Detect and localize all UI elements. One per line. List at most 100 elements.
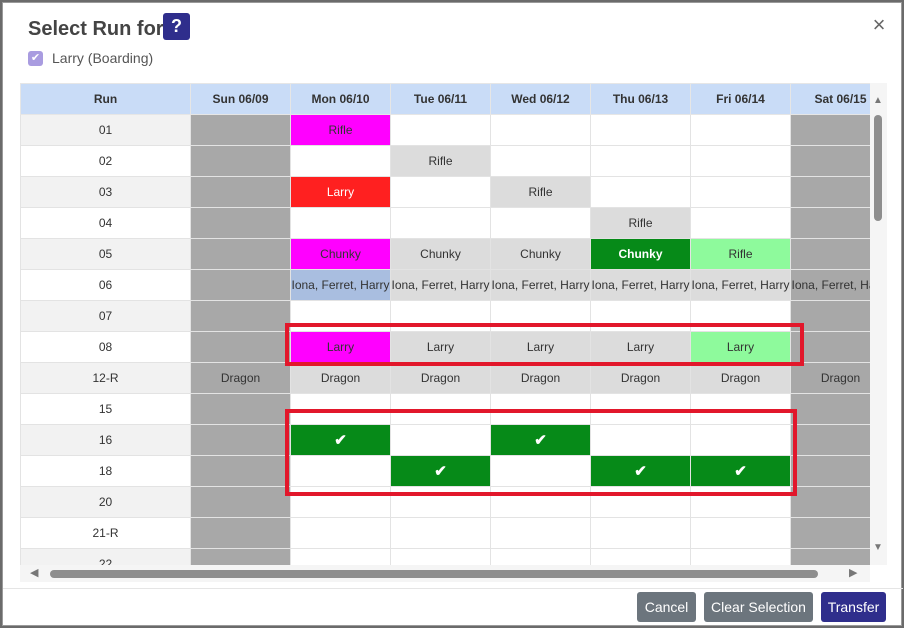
pet-checkbox[interactable]: ✔ — [28, 50, 43, 66]
run-cell[interactable] — [490, 517, 591, 549]
run-cell[interactable] — [590, 300, 691, 332]
run-cell[interactable] — [690, 300, 791, 332]
cancel-button[interactable]: Cancel — [637, 592, 696, 622]
scroll-left-icon[interactable]: ◀ — [30, 567, 39, 579]
run-cell[interactable] — [690, 207, 791, 239]
run-cell[interactable]: Iona, Ferret, Harry — [590, 269, 691, 301]
selected-cell[interactable]: ✔ — [290, 424, 391, 456]
run-cell[interactable] — [290, 548, 391, 565]
run-cell[interactable]: Dragon — [690, 362, 791, 394]
run-cell[interactable]: Larry — [590, 331, 691, 363]
scroll-up-icon[interactable]: ▲ — [873, 95, 883, 106]
run-cell[interactable] — [290, 300, 391, 332]
run-cell[interactable] — [690, 145, 791, 177]
run-cell[interactable]: Rifle — [290, 114, 391, 146]
run-cell[interactable] — [290, 393, 391, 425]
run-cell[interactable]: Chunky — [490, 238, 591, 270]
run-cell[interactable]: Larry — [690, 331, 791, 363]
run-cell[interactable] — [590, 114, 691, 146]
run-cell[interactable] — [290, 486, 391, 518]
run-cell[interactable]: Rifle — [590, 207, 691, 239]
clear-selection-button[interactable]: Clear Selection — [704, 592, 813, 622]
vertical-scroll-thumb[interactable] — [874, 115, 882, 221]
selected-cell[interactable]: ✔ — [390, 455, 491, 487]
cell-label: Rifle — [728, 247, 753, 261]
horizontal-scrollbar[interactable]: ◀ ▶ — [20, 565, 870, 582]
run-cell[interactable] — [390, 393, 491, 425]
run-cell[interactable] — [490, 455, 591, 487]
weekend-cell — [790, 176, 870, 208]
run-cell[interactable] — [590, 145, 691, 177]
cell-label: Rifle — [628, 216, 653, 230]
run-cell[interactable] — [490, 300, 591, 332]
run-cell[interactable] — [490, 393, 591, 425]
scroll-right-icon[interactable]: ▶ — [849, 567, 858, 579]
transfer-button[interactable]: Transfer — [821, 592, 886, 622]
run-cell[interactable]: Rifle — [490, 176, 591, 208]
run-cell[interactable] — [390, 176, 491, 208]
run-cell[interactable] — [690, 548, 791, 565]
run-cell[interactable] — [290, 207, 391, 239]
run-cell[interactable]: Iona, Ferret, Harry — [490, 269, 591, 301]
grid-body: 01 Rifle 02 Rifle 03 Larry Rifle 04 Rifle 05 Chunk… — [20, 114, 870, 565]
cell-label: Dragon — [420, 371, 461, 385]
scroll-down-icon[interactable]: ▼ — [873, 542, 883, 553]
run-cell[interactable] — [490, 548, 591, 565]
run-cell[interactable] — [390, 548, 491, 565]
run-cell[interactable] — [490, 207, 591, 239]
run-cell[interactable] — [590, 393, 691, 425]
run-cell[interactable]: Larry — [390, 331, 491, 363]
run-cell[interactable] — [390, 114, 491, 146]
run-cell[interactable]: Dragon — [290, 362, 391, 394]
run-label: 16 — [20, 424, 191, 456]
run-cell[interactable] — [590, 176, 691, 208]
selected-cell[interactable]: ✔ — [690, 455, 791, 487]
run-cell[interactable] — [290, 145, 391, 177]
run-cell[interactable] — [690, 486, 791, 518]
run-cell[interactable]: Chunky — [290, 238, 391, 270]
run-cell[interactable] — [490, 114, 591, 146]
run-cell[interactable]: Iona, Ferret, Harry — [290, 269, 391, 301]
run-cell[interactable]: Dragon — [390, 362, 491, 394]
run-cell[interactable]: Chunky — [590, 238, 691, 270]
run-cell[interactable]: Dragon — [590, 362, 691, 394]
run-cell[interactable] — [390, 207, 491, 239]
weekend-cell — [190, 114, 291, 146]
close-button[interactable]: × — [872, 12, 886, 37]
help-button[interactable]: ? — [163, 13, 190, 40]
run-cell[interactable]: Larry — [490, 331, 591, 363]
run-cell[interactable] — [590, 548, 691, 565]
run-label: 21-R — [20, 517, 191, 549]
run-cell[interactable] — [590, 486, 691, 518]
run-cell[interactable] — [290, 517, 391, 549]
run-cell[interactable]: Larry — [290, 331, 391, 363]
run-label: 15 — [20, 393, 191, 425]
run-cell[interactable] — [690, 114, 791, 146]
run-cell[interactable] — [290, 455, 391, 487]
run-cell[interactable] — [690, 424, 791, 456]
run-cell[interactable]: Chunky — [390, 238, 491, 270]
run-cell[interactable]: Rifle — [690, 238, 791, 270]
run-cell[interactable]: Rifle — [390, 145, 491, 177]
selected-cell[interactable]: ✔ — [590, 455, 691, 487]
table-row: 07 — [20, 300, 870, 332]
run-cell[interactable] — [490, 486, 591, 518]
run-cell[interactable] — [390, 424, 491, 456]
run-cell[interactable]: Dragon — [490, 362, 591, 394]
run-cell[interactable]: Iona, Ferret, Harry — [690, 269, 791, 301]
footer-divider — [3, 588, 903, 589]
run-cell[interactable] — [690, 517, 791, 549]
run-cell[interactable] — [590, 517, 691, 549]
run-cell[interactable] — [390, 517, 491, 549]
run-cell[interactable] — [690, 393, 791, 425]
run-cell[interactable] — [390, 300, 491, 332]
run-cell[interactable] — [490, 145, 591, 177]
horizontal-scroll-thumb[interactable] — [50, 570, 818, 578]
run-cell[interactable] — [390, 486, 491, 518]
selected-cell[interactable]: ✔ — [490, 424, 591, 456]
run-cell[interactable]: Larry — [290, 176, 391, 208]
run-cell[interactable] — [690, 176, 791, 208]
run-cell[interactable] — [590, 424, 691, 456]
run-cell[interactable]: Iona, Ferret, Harry — [390, 269, 491, 301]
vertical-scrollbar[interactable]: ▲ ▼ — [870, 83, 887, 565]
